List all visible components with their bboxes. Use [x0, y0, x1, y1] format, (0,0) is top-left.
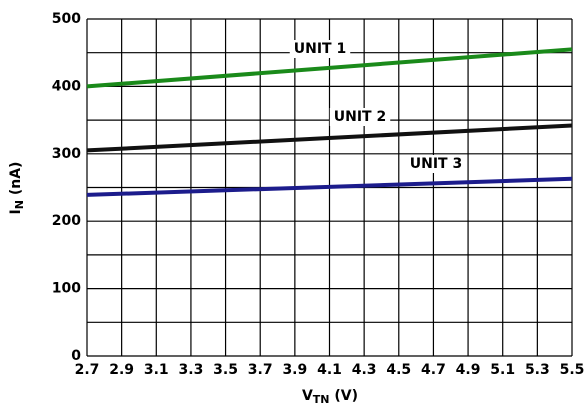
y-axis-label: IN (nA): [8, 162, 26, 215]
x-tick-label: 4.9: [456, 362, 481, 378]
x-tick-label: 3.1: [144, 362, 169, 378]
series-line: [86, 47, 573, 89]
x-tick-label: 3.5: [213, 362, 238, 378]
x-tick-label: 3.7: [248, 362, 273, 378]
x-axis-label-main: V: [302, 388, 313, 404]
x-tick-label: 3.9: [282, 362, 307, 378]
x-axis-label: VTN (V): [302, 388, 358, 406]
x-tick-label: 3.3: [179, 362, 204, 378]
series-label-bg: [289, 40, 351, 58]
x-tick-label: 5.5: [560, 362, 585, 378]
y-tick-label: 500: [52, 11, 81, 27]
y-axis-label-sub: N: [13, 200, 26, 209]
y-tick-label: 200: [52, 213, 81, 229]
x-tick-label: 4.7: [421, 362, 446, 378]
series-line: [86, 176, 573, 197]
y-axis-label-main: I: [8, 209, 24, 214]
x-tick-label: 4.5: [386, 362, 411, 378]
series-label-bg: [405, 155, 467, 173]
x-tick-label: 4.3: [352, 362, 377, 378]
y-tick-label: 300: [52, 146, 81, 162]
x-tick-label: 2.9: [109, 362, 134, 378]
series-label: UNIT 3: [410, 156, 462, 172]
x-tick-label: 5.1: [490, 362, 515, 378]
series-label: UNIT 2: [334, 109, 386, 125]
y-tick-label: 0: [71, 348, 81, 364]
series-label-bg: [329, 108, 391, 126]
x-tick-label: 5.3: [525, 362, 550, 378]
x-tick-label: 4.1: [317, 362, 342, 378]
x-tick-label: 2.7: [75, 362, 100, 378]
series-label: UNIT 1: [294, 41, 346, 57]
x-axis-label-sub: TN: [313, 393, 330, 406]
series-line: [86, 123, 573, 153]
y-axis-label-unit: (nA): [8, 162, 24, 200]
y-tick-label: 100: [52, 281, 81, 297]
y-tick-label: 400: [52, 78, 81, 94]
x-axis-label-unit: (V): [330, 388, 359, 404]
